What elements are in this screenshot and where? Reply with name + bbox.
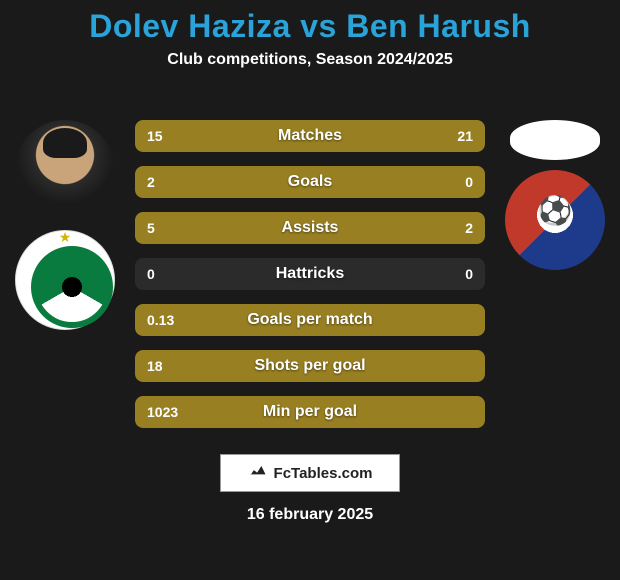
player-left-avatar — [15, 120, 115, 220]
player-left-club-crest — [15, 230, 115, 330]
stat-row: Goals2 0 — [135, 166, 485, 198]
stat-row: Goals per match0.13 — [135, 304, 485, 336]
subtitle: Club competitions, Season 2024/2025 — [0, 51, 620, 69]
stat-value-right: 0 — [453, 166, 485, 198]
stat-value-left: 15 — [135, 120, 175, 152]
stat-label: Assists — [135, 212, 485, 244]
stat-label: Goals per match — [135, 304, 485, 336]
player-right-avatar-placeholder — [510, 120, 600, 160]
stat-row: Assists5 2 — [135, 212, 485, 244]
stats-container: Matches1521Goals20Assists52Hattricks00Go… — [135, 120, 485, 442]
page-title: Dolev Haziza vs Ben Harush — [0, 0, 620, 45]
player-right-column — [500, 120, 610, 270]
watermark-text: FcTables.com — [274, 465, 373, 482]
stat-value-left: 2 — [135, 166, 167, 198]
stat-value-left: 5 — [135, 212, 167, 244]
stat-row: Matches15 21 — [135, 120, 485, 152]
stat-label: Matches — [135, 120, 485, 152]
date-text: 16 february 2025 — [0, 506, 620, 524]
player-left-column — [10, 120, 120, 330]
stat-label: Goals — [135, 166, 485, 198]
stat-label: Hattricks — [135, 258, 485, 290]
stat-value-right: 2 — [453, 212, 485, 244]
player-right-club-crest — [505, 170, 605, 270]
watermark: FcTables.com — [220, 454, 400, 492]
stat-label: Shots per goal — [135, 350, 485, 382]
stat-value-left: 18 — [135, 350, 175, 382]
stat-value-left: 0.13 — [135, 304, 186, 336]
stat-row: Min per goal1023 — [135, 396, 485, 428]
chart-icon — [248, 461, 268, 485]
stat-value-right: 21 — [445, 120, 485, 152]
stat-row: Shots per goal18 — [135, 350, 485, 382]
stat-row: Hattricks0 0 — [135, 258, 485, 290]
stat-value-left: 0 — [135, 258, 167, 290]
stat-value-left: 1023 — [135, 396, 190, 428]
stat-value-right: 0 — [453, 258, 485, 290]
